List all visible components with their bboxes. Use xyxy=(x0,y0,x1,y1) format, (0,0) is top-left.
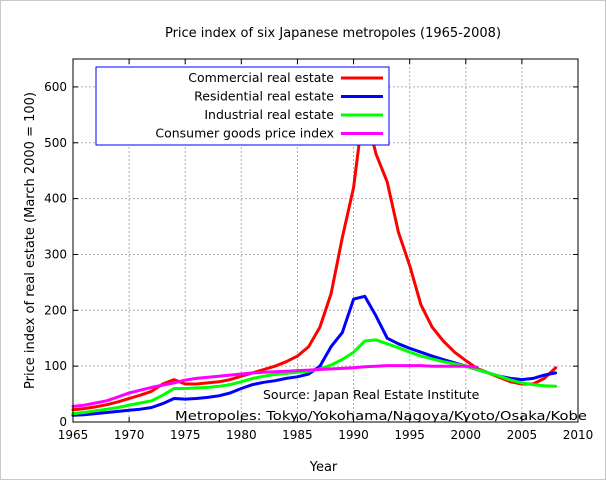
source-annotation: Source: Japan Real Estate Institute xyxy=(263,387,480,402)
x-tick-label: 2005 xyxy=(507,428,538,442)
chart-labels: Price index of six Japanese metropoles (… xyxy=(23,26,587,475)
chart-title: Price index of six Japanese metropoles (… xyxy=(165,26,501,41)
legend-box xyxy=(95,66,390,146)
x-tick-label: 1990 xyxy=(338,428,369,442)
y-tick-label: 0 xyxy=(59,415,67,429)
x-tick-label: 2000 xyxy=(451,428,482,442)
plot-area-border xyxy=(72,58,579,423)
x-tick-label: 1970 xyxy=(114,428,145,442)
y-axis-label: Price index of real estate (March 2000 =… xyxy=(23,92,38,389)
axis-ticks: 1965 1970 1975 1980 1985 1990 1995 2000 2005 2010… xyxy=(44,59,593,442)
y-tick-label: 600 xyxy=(44,80,67,94)
x-tick-label: 1995 xyxy=(394,428,425,442)
x-tick-label: 1965 xyxy=(58,428,89,442)
y-tick-label: 200 xyxy=(44,303,67,317)
legend-label: Consumer goods price index xyxy=(155,126,334,141)
y-tick-label: 100 xyxy=(44,359,67,373)
y-tick-label: 300 xyxy=(44,247,67,261)
y-tick-label: 400 xyxy=(44,192,67,206)
series-line-0 xyxy=(71,130,558,412)
series-line-3 xyxy=(71,364,479,408)
y-tick-label: 500 xyxy=(44,136,67,150)
metropoles-annotation: Metropoles: Tokyo/Yokohama/Nagoya/Kyoto/… xyxy=(175,408,587,423)
legend-label: Commercial real estate xyxy=(188,70,334,85)
x-tick-label: 1975 xyxy=(170,428,201,442)
x-tick-label: 1980 xyxy=(226,428,257,442)
legend: Commercial real estate Residential real e… xyxy=(95,66,390,146)
series-line-2 xyxy=(71,338,558,416)
legend-label: Industrial real estate xyxy=(204,107,334,122)
legend-label: Residential real estate xyxy=(194,89,334,104)
series-lines xyxy=(71,130,558,417)
x-tick-label: 1985 xyxy=(282,428,313,442)
x-axis-label: Year xyxy=(309,460,338,475)
x-tick-label: 2010 xyxy=(563,428,594,442)
